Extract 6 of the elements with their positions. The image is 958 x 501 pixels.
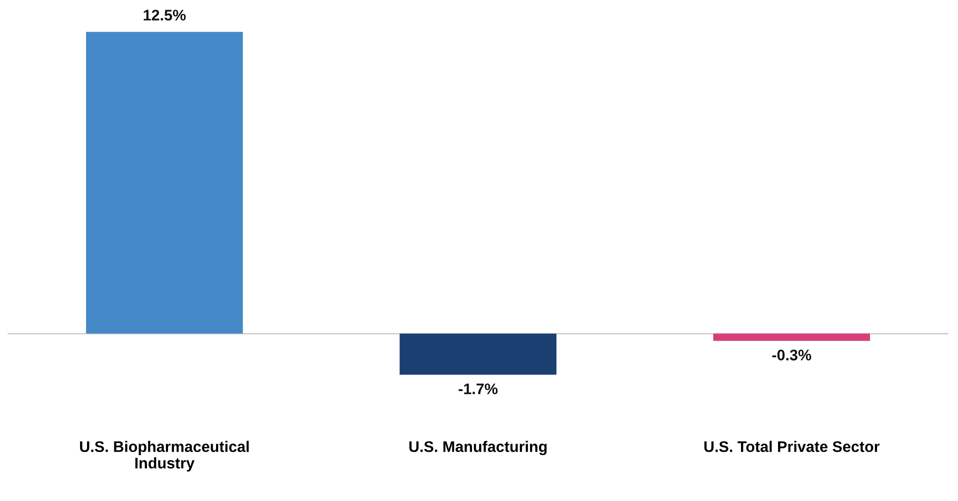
- data-label: -1.7%: [458, 383, 498, 394]
- x-tick-label: U.S. Manufacturing: [409, 440, 547, 456]
- data-label: -0.3%: [772, 350, 812, 360]
- x-tick-label: U.S. Total Private Sector: [704, 440, 880, 452]
- data-label: 12.5%: [144, 10, 186, 21]
- x-tick-label: U.S. Biopharmaceutical Industry: [80, 440, 249, 472]
